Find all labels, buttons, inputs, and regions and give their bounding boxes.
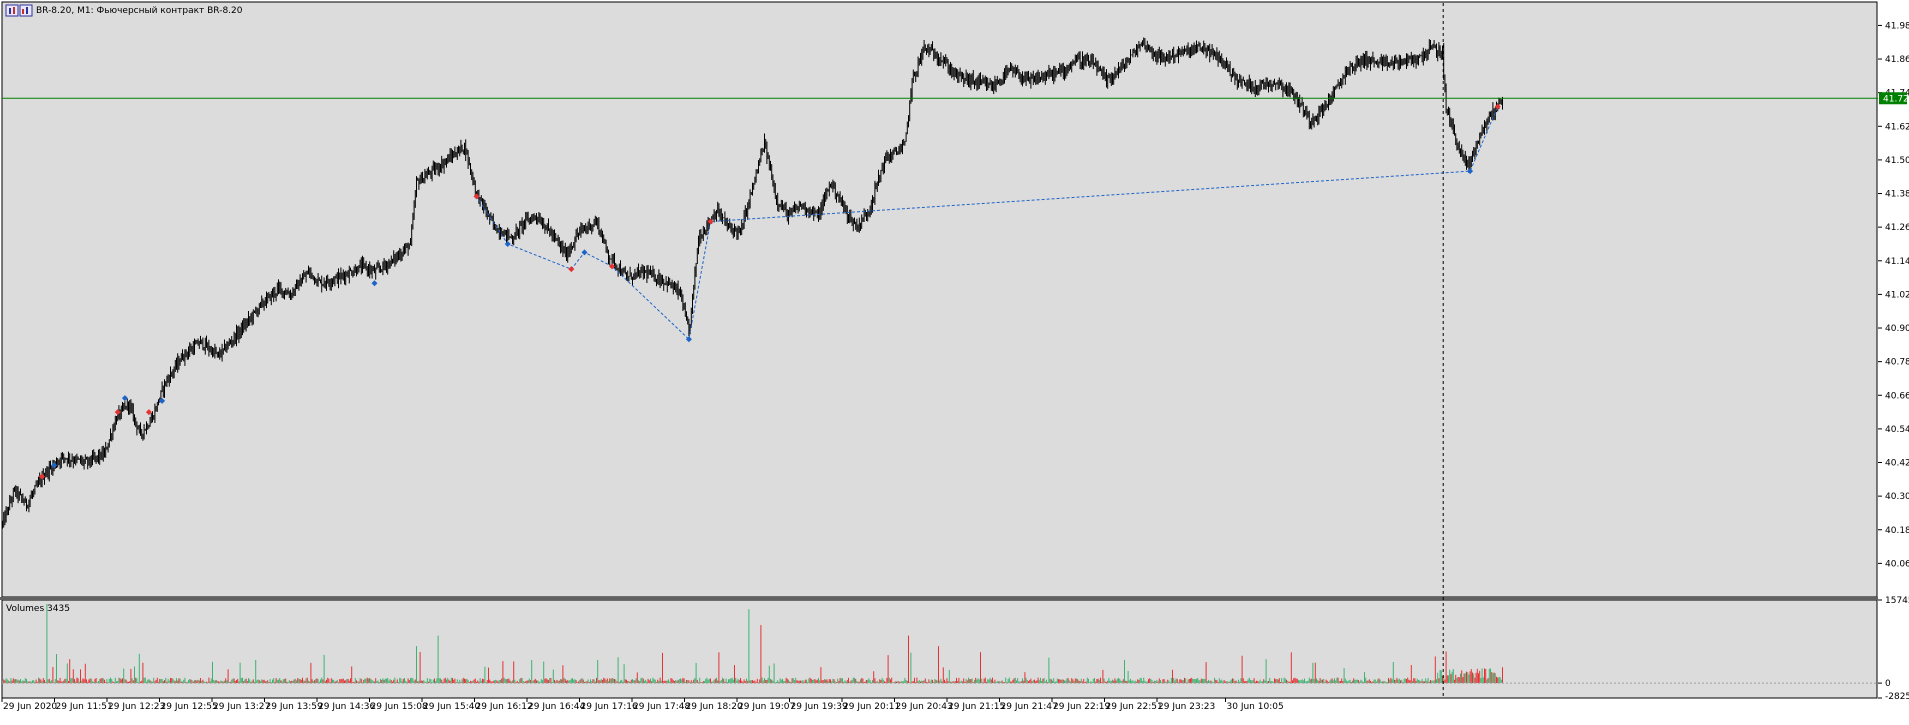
price-tick-label: 41.50 bbox=[1885, 156, 1909, 166]
price-tick-label: 41.86 bbox=[1885, 55, 1909, 65]
price-tick-label: 40.06 bbox=[1885, 559, 1909, 569]
price-tick-label: 41.98 bbox=[1885, 21, 1909, 31]
fractal-marker bbox=[121, 395, 128, 402]
fractal-marker bbox=[145, 409, 152, 416]
price-tick-label: 40.78 bbox=[1885, 358, 1909, 368]
volume-bars bbox=[2, 603, 1503, 684]
time-tick-label: 29 Jun 20:43 bbox=[896, 702, 953, 712]
time-tick-label: 29 Jun 15:40 bbox=[423, 702, 480, 712]
time-tick-label: 29 Jun 20:11 bbox=[843, 702, 900, 712]
price-tick-label: 40.18 bbox=[1885, 526, 1909, 536]
indicator-label: Volumes 3435 bbox=[6, 604, 70, 614]
time-tick-label: 29 Jun 14:36 bbox=[318, 702, 375, 712]
price-plot-area[interactable] bbox=[1, 1, 1878, 598]
current-price-label: 41.72 bbox=[1883, 94, 1909, 104]
time-tick-label: 29 Jun 21:47 bbox=[1001, 702, 1058, 712]
price-bars bbox=[2, 37, 1503, 529]
time-tick-label: 29 Jun 12:55 bbox=[161, 702, 218, 712]
time-tick-label: 29 Jun 22:19 bbox=[1053, 702, 1110, 712]
fractal-marker bbox=[504, 240, 511, 247]
time-tick-label: 29 Jun 21:15 bbox=[948, 702, 1005, 712]
price-tick-label: 41.02 bbox=[1885, 290, 1909, 300]
time-tick-label: 29 Jun 17:16 bbox=[581, 702, 638, 712]
fractal-marker bbox=[1494, 103, 1501, 110]
candle-icon-bar bbox=[9, 8, 11, 14]
time-tick-label: 29 Jun 13:27 bbox=[213, 702, 270, 712]
fractal-marker bbox=[159, 397, 166, 404]
time-tick-label: 30 Jun 10:05 bbox=[1227, 702, 1284, 712]
time-tick-label: 29 Jun 23:23 bbox=[1158, 702, 1215, 712]
price-tick-label: 40.66 bbox=[1885, 391, 1909, 401]
fractal-marker bbox=[1467, 168, 1474, 175]
time-tick-label: 29 Jun 16:12 bbox=[476, 702, 533, 712]
fractal-marker bbox=[581, 249, 588, 256]
volume-tick-label: 15745 bbox=[1885, 596, 1909, 606]
time-tick-label: 29 Jun 16:44 bbox=[528, 702, 585, 712]
price-tick-label: 40.54 bbox=[1885, 425, 1909, 435]
fractal-marker bbox=[707, 218, 714, 225]
time-tick-label: 29 Jun 15:08 bbox=[371, 702, 428, 712]
time-tick-label: 29 Jun 17:48 bbox=[633, 702, 690, 712]
chart-header: BR-8.20, M1: Фьючерсный контракт BR-8.20 bbox=[5, 4, 243, 17]
fractal-marker bbox=[114, 409, 121, 416]
time-tick-label: 29 Jun 11:51 bbox=[56, 702, 113, 712]
candle-icon-bar bbox=[26, 7, 28, 14]
time-tick-label: 29 Jun 19:39 bbox=[791, 702, 848, 712]
price-tick-label: 41.38 bbox=[1885, 190, 1909, 200]
bar-chart-icon[interactable] bbox=[5, 4, 19, 17]
fractal-marker bbox=[473, 193, 480, 200]
fractal-marker bbox=[609, 263, 616, 270]
price-tick-label: 40.42 bbox=[1885, 459, 1909, 469]
price-tick-label: 41.14 bbox=[1885, 257, 1909, 267]
candle-icon-bar bbox=[13, 7, 15, 14]
candle-icon-bar bbox=[22, 9, 24, 14]
price-tick-label: 41.26 bbox=[1885, 223, 1909, 233]
time-tick-label: 29 Jun 12:23 bbox=[108, 702, 165, 712]
volume-tick-label: 0 bbox=[1885, 679, 1891, 689]
volume-axis: 15745 0 -2825 bbox=[1878, 596, 1909, 702]
fractal-marker bbox=[685, 336, 692, 343]
price-tick-label: 40.30 bbox=[1885, 492, 1909, 502]
time-tick-label: 29 Jun 22:51 bbox=[1106, 702, 1163, 712]
price-tick-label: 41.62 bbox=[1885, 122, 1909, 132]
time-tick-label: 29 Jun 2020 bbox=[3, 702, 57, 712]
fractal-marker bbox=[39, 473, 46, 480]
fractal-markers bbox=[39, 103, 1501, 480]
time-tick-label: 29 Jun 18:20 bbox=[686, 702, 743, 712]
volume-tick-label: -2825 bbox=[1885, 692, 1909, 702]
fractal-marker bbox=[568, 266, 575, 273]
price-tick-label: 40.90 bbox=[1885, 324, 1909, 334]
fractal-marker bbox=[371, 280, 378, 287]
current-price-badge bbox=[1879, 92, 1907, 105]
symbol-info: BR-8.20, M1: Фьючерсный контракт BR-8.20 bbox=[36, 6, 243, 16]
time-tick-label: 29 Jun 19:07 bbox=[738, 702, 795, 712]
price-axis: 41.9841.8641.7441.6241.5041.3841.2641.14… bbox=[1878, 21, 1909, 569]
time-tick-label: 29 Jun 13:59 bbox=[266, 702, 323, 712]
fractal-marker bbox=[51, 462, 58, 469]
